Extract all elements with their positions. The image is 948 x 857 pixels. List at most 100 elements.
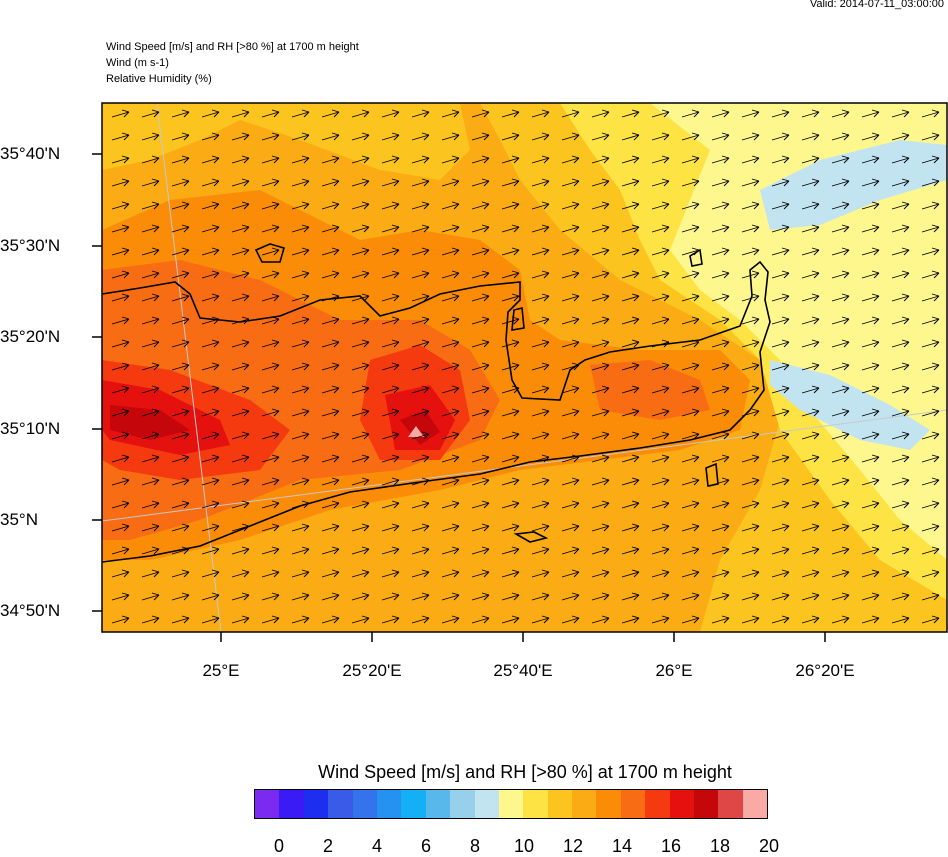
wind-arrow xyxy=(921,592,940,601)
wind-arrow xyxy=(621,385,640,394)
wind-arrow xyxy=(111,569,130,578)
wind-arrow xyxy=(291,592,310,601)
wind-arrow xyxy=(771,500,790,509)
wind-arrow xyxy=(711,385,730,394)
wind-arrow xyxy=(891,339,910,348)
wind-arrow xyxy=(891,454,910,463)
wind-arrow xyxy=(141,477,160,486)
colorbar-swatch xyxy=(572,790,597,818)
wind-arrow xyxy=(471,247,490,256)
wind-arrow xyxy=(591,408,610,417)
colorbar-swatch xyxy=(474,790,499,818)
wind-arrow xyxy=(801,592,820,601)
wind-arrow xyxy=(771,178,790,187)
wind-arrow xyxy=(831,109,850,118)
wind-arrow xyxy=(741,477,760,486)
wind-arrow xyxy=(351,523,370,532)
wind-arrow xyxy=(591,523,610,532)
wind-arrow xyxy=(201,362,220,371)
colorbar-swatch xyxy=(547,790,573,818)
wind-arrow xyxy=(891,592,910,601)
wind-arrow xyxy=(921,385,940,394)
wind-arrow xyxy=(891,316,910,325)
colorbar-swatch xyxy=(328,790,353,818)
wind-arrow xyxy=(111,500,130,509)
wind-arrow xyxy=(411,270,430,279)
wind-arrow xyxy=(441,385,460,394)
wind-arrow xyxy=(471,224,490,233)
wind-arrow xyxy=(531,109,550,118)
wind-arrow xyxy=(501,615,520,624)
wind-arrow xyxy=(861,362,880,371)
wind-arrow xyxy=(261,201,280,210)
wind-arrow xyxy=(381,155,400,164)
wind-arrow xyxy=(141,293,160,302)
wind-arrow xyxy=(141,523,160,532)
wind-arrow xyxy=(501,431,520,440)
wind-arrow xyxy=(501,132,520,141)
wind-arrow xyxy=(621,408,640,417)
wind-arrow xyxy=(621,132,640,141)
wind-arrow xyxy=(111,109,130,118)
wind-arrow xyxy=(681,477,700,486)
wind-arrow xyxy=(921,293,940,302)
colorbar-swatch xyxy=(401,790,426,818)
wind-arrow xyxy=(321,408,340,417)
wind-arrow xyxy=(831,408,850,417)
wind-arrow xyxy=(141,408,160,417)
wind-arrow xyxy=(411,132,430,141)
wind-arrow xyxy=(501,339,520,348)
wind-arrow xyxy=(801,362,820,371)
wind-arrow xyxy=(261,523,280,532)
wind-arrow xyxy=(531,408,550,417)
wind-arrow xyxy=(891,615,910,624)
wind-arrow xyxy=(621,109,640,118)
wind-arrow xyxy=(321,592,340,601)
wind-arrow xyxy=(171,615,190,624)
wind-arrow xyxy=(201,500,220,509)
wind-arrow xyxy=(921,247,940,256)
wind-arrow xyxy=(471,592,490,601)
colorbar-label: 16 xyxy=(660,836,682,856)
wind-arrow xyxy=(351,454,370,463)
wind-arrow xyxy=(141,454,160,463)
wind-arrow xyxy=(801,155,820,164)
wind-arrow xyxy=(231,362,250,371)
wind-arrow xyxy=(591,477,610,486)
wind-arrow xyxy=(621,224,640,233)
wind-arrow xyxy=(651,293,670,302)
wind-arrow xyxy=(561,132,580,141)
wind-arrow xyxy=(861,132,880,141)
colorbar-label: 6 xyxy=(420,836,431,856)
lat-label: 35°10'N xyxy=(0,419,61,438)
wind-arrow xyxy=(321,477,340,486)
wind-arrow xyxy=(231,615,250,624)
wind-arrow xyxy=(591,500,610,509)
wind-arrow xyxy=(771,408,790,417)
colorbar-swatch xyxy=(645,790,670,818)
wind-arrow xyxy=(621,454,640,463)
wind-arrow xyxy=(111,408,130,417)
wind-arrow xyxy=(591,132,610,141)
lat-label: 35°30'N xyxy=(0,236,61,255)
wind-arrow xyxy=(261,155,280,164)
wind-arrow xyxy=(711,109,730,118)
wind-arrow xyxy=(261,224,280,233)
wind-arrow xyxy=(411,362,430,371)
wind-arrow xyxy=(711,408,730,417)
wind-arrow xyxy=(411,339,430,348)
wind-arrow xyxy=(471,339,490,348)
wind-arrow xyxy=(531,132,550,141)
wind-arrow xyxy=(681,592,700,601)
wind-arrow xyxy=(621,615,640,624)
wind-arrow xyxy=(711,431,730,440)
wind-arrow xyxy=(231,339,250,348)
wind-arrow xyxy=(771,454,790,463)
wind-arrow xyxy=(831,569,850,578)
wind-arrow xyxy=(231,201,250,210)
wind-arrow xyxy=(921,178,940,187)
wind-arrow xyxy=(831,385,850,394)
wind-arrow xyxy=(801,546,820,555)
wind-arrow xyxy=(861,431,880,440)
wind-arrow xyxy=(891,569,910,578)
